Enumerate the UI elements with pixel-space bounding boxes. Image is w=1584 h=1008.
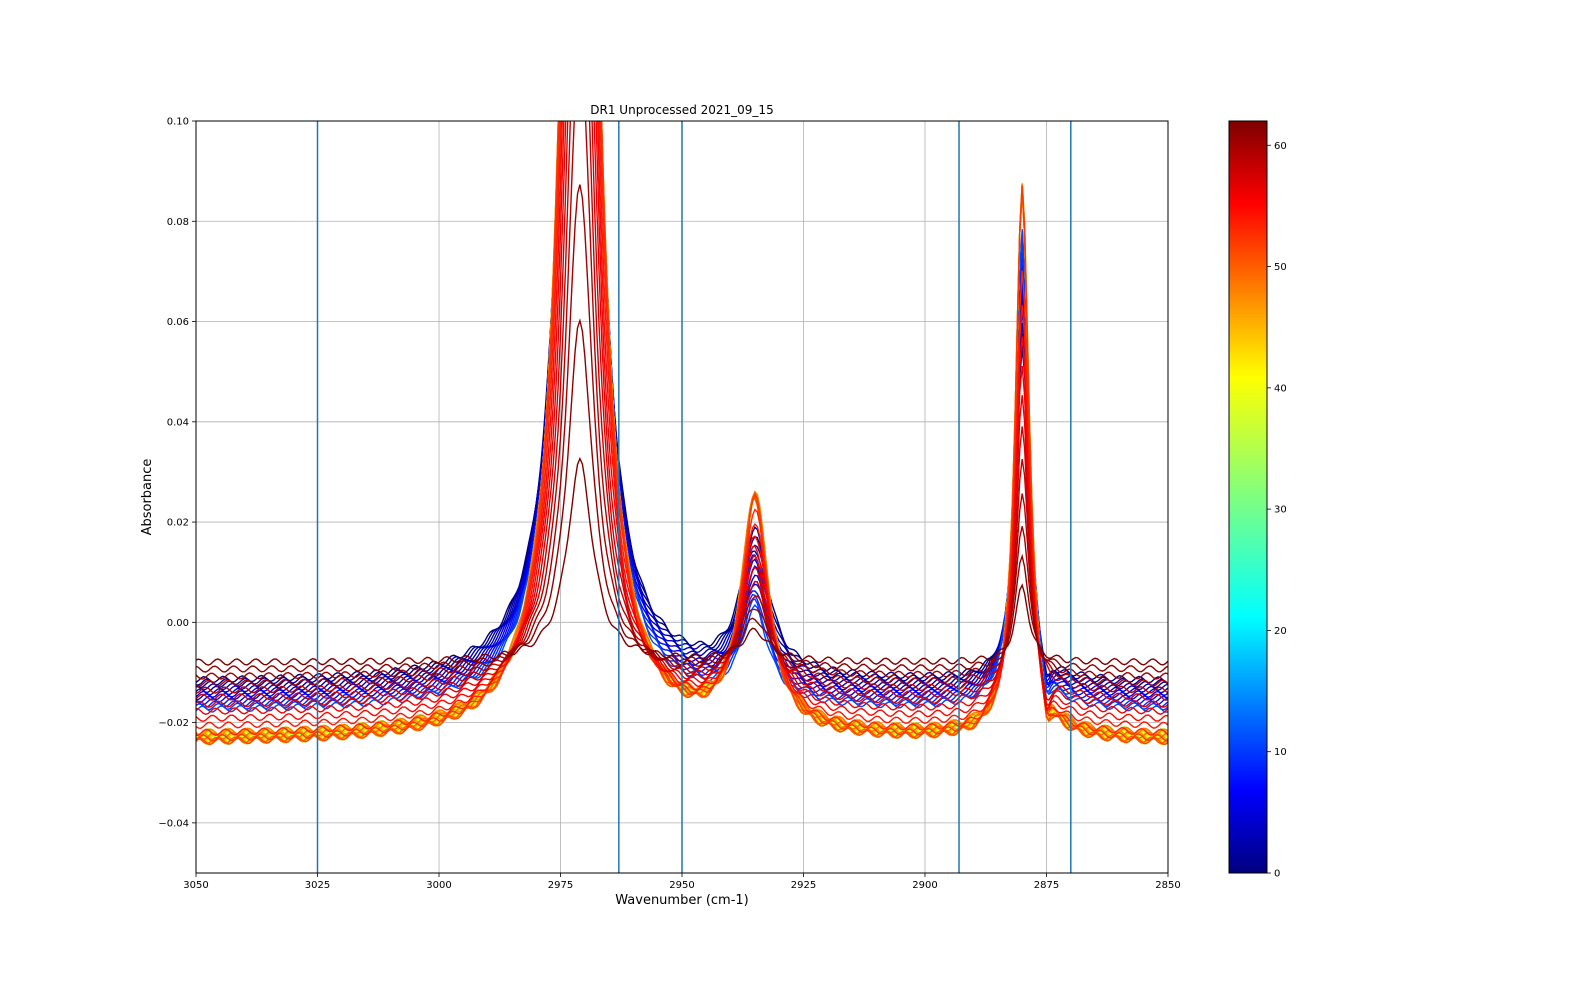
y-tick-label: −0.04 [158, 818, 189, 829]
marker-lines [316, 121, 1072, 873]
y-axis-ticks: −0.04 −0.02 0.00 0.02 0.04 0.06 0.08 0.10 [158, 117, 196, 829]
y-tick-label: 0.00 [167, 618, 189, 629]
x-tick-label: 3025 [305, 880, 330, 891]
colorbar-ticks: 0 10 20 30 40 50 60 [1267, 141, 1287, 880]
x-tick-label: 2950 [669, 880, 694, 891]
y-tick-label: 0.10 [167, 117, 189, 128]
colorbar-tick-label: 20 [1274, 626, 1287, 637]
x-tick-label: 2925 [791, 880, 816, 891]
y-axis-label: Absorbance [140, 459, 155, 536]
y-tick-label: −0.02 [158, 718, 189, 729]
colorbar-tick-label: 30 [1274, 505, 1287, 516]
x-tick-label: 2875 [1034, 880, 1059, 891]
y-tick-label: 0.08 [167, 217, 189, 228]
colorbar-tick-label: 50 [1274, 262, 1287, 273]
x-axis-label: Wavenumber (cm-1) [615, 893, 748, 908]
x-tick-label: 3050 [183, 880, 208, 891]
x-tick-label: 2975 [548, 880, 573, 891]
y-tick-label: 0.04 [167, 417, 189, 428]
colorbar-tick-label: 0 [1274, 869, 1280, 880]
colorbar [1228, 120, 1268, 874]
colorbar-tick-label: 60 [1274, 141, 1287, 152]
chart-title: DR1 Unprocessed 2021_09_15 [590, 103, 773, 117]
colorbar-tick-label: 10 [1274, 747, 1287, 758]
x-axis-ticks: 3050 3025 3000 2975 2950 2925 2900 2875 2850 [183, 873, 1181, 891]
x-tick-label: 3000 [426, 880, 451, 891]
y-tick-label: 0.02 [167, 518, 189, 529]
y-tick-label: 0.06 [167, 317, 189, 328]
x-tick-label: 2900 [912, 880, 937, 891]
x-tick-label: 2850 [1155, 880, 1180, 891]
colorbar-tick-label: 40 [1274, 383, 1287, 394]
